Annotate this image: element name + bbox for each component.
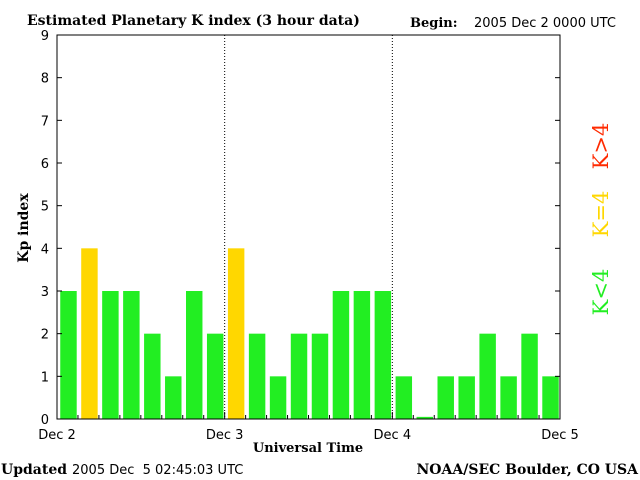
y-tick-label-7: 7 <box>41 114 49 129</box>
kp-bar-7 <box>186 291 203 419</box>
y-tick-label-1: 1 <box>41 370 49 385</box>
legend-item-3: K<4 <box>589 269 613 316</box>
x-tick-label-4: Dec 5 <box>541 428 579 443</box>
legend-item-2: K=4 <box>589 191 613 238</box>
chart-title: Estimated Planetary K index (3 hour data… <box>27 13 360 29</box>
y-tick-label-6: 6 <box>41 157 49 172</box>
k-legend: K>4 K=4 K<4 <box>589 123 613 316</box>
x-axis-label: Universal Time <box>253 441 363 456</box>
plot-area: 0 1 2 3 4 5 6 7 8 9 Dec 2 Dec 3 Dec 4 Dec 5 <box>38 29 579 443</box>
kp-bar-9 <box>227 248 245 419</box>
kp-bar-3 <box>102 291 119 419</box>
begin-value: 2005 Dec 2 0000 UTC <box>474 16 616 31</box>
y-tick-label-3: 3 <box>41 285 49 300</box>
y-tick-label-8: 8 <box>41 72 49 87</box>
y-tick-label-0: 0 <box>41 413 49 428</box>
kp-bar-6 <box>165 376 182 419</box>
kp-bar-16 <box>374 291 392 419</box>
kp-bar-10 <box>248 333 266 419</box>
kp-bar-21 <box>479 333 496 419</box>
y-axis-label: Kp index <box>16 193 32 263</box>
kp-bar-18 <box>416 416 433 419</box>
kp-bar-15 <box>353 291 371 419</box>
kp-bar-11 <box>269 376 287 419</box>
begin-label: Begin: <box>410 16 458 31</box>
kp-bar-17 <box>395 376 413 419</box>
y-tick-label-5: 5 <box>41 200 49 215</box>
x-tick-label-2: Dec 3 <box>206 428 244 443</box>
y-tick-label-2: 2 <box>41 328 49 343</box>
kp-bar-13 <box>311 333 329 419</box>
updated-value: 2005 Dec 5 02:45:03 UTC <box>72 463 243 478</box>
kp-bar-1 <box>60 291 77 419</box>
kp-bar-2 <box>81 248 98 419</box>
kp-bar-4 <box>123 291 140 419</box>
kp-bar-24 <box>542 376 559 419</box>
kp-bar-20 <box>458 376 475 419</box>
x-tick-label-1: Dec 2 <box>38 428 76 443</box>
credit-text: NOAA/SEC Boulder, CO USA <box>417 462 640 478</box>
updated-label: Updated <box>1 462 67 478</box>
legend-item-1: K>4 <box>589 123 613 170</box>
y-tick-label-9: 9 <box>41 29 49 44</box>
kp-bar-23 <box>521 333 538 419</box>
kp-bar-12 <box>290 333 308 419</box>
kp-bar-22 <box>500 376 517 419</box>
kp-bar-19 <box>437 376 454 419</box>
y-tick-label-4: 4 <box>41 242 49 257</box>
kp-bar-8 <box>206 333 224 419</box>
kp-bar-5 <box>144 333 161 419</box>
kp-bar-14 <box>332 291 350 419</box>
x-tick-label-3: Dec 4 <box>374 428 412 443</box>
